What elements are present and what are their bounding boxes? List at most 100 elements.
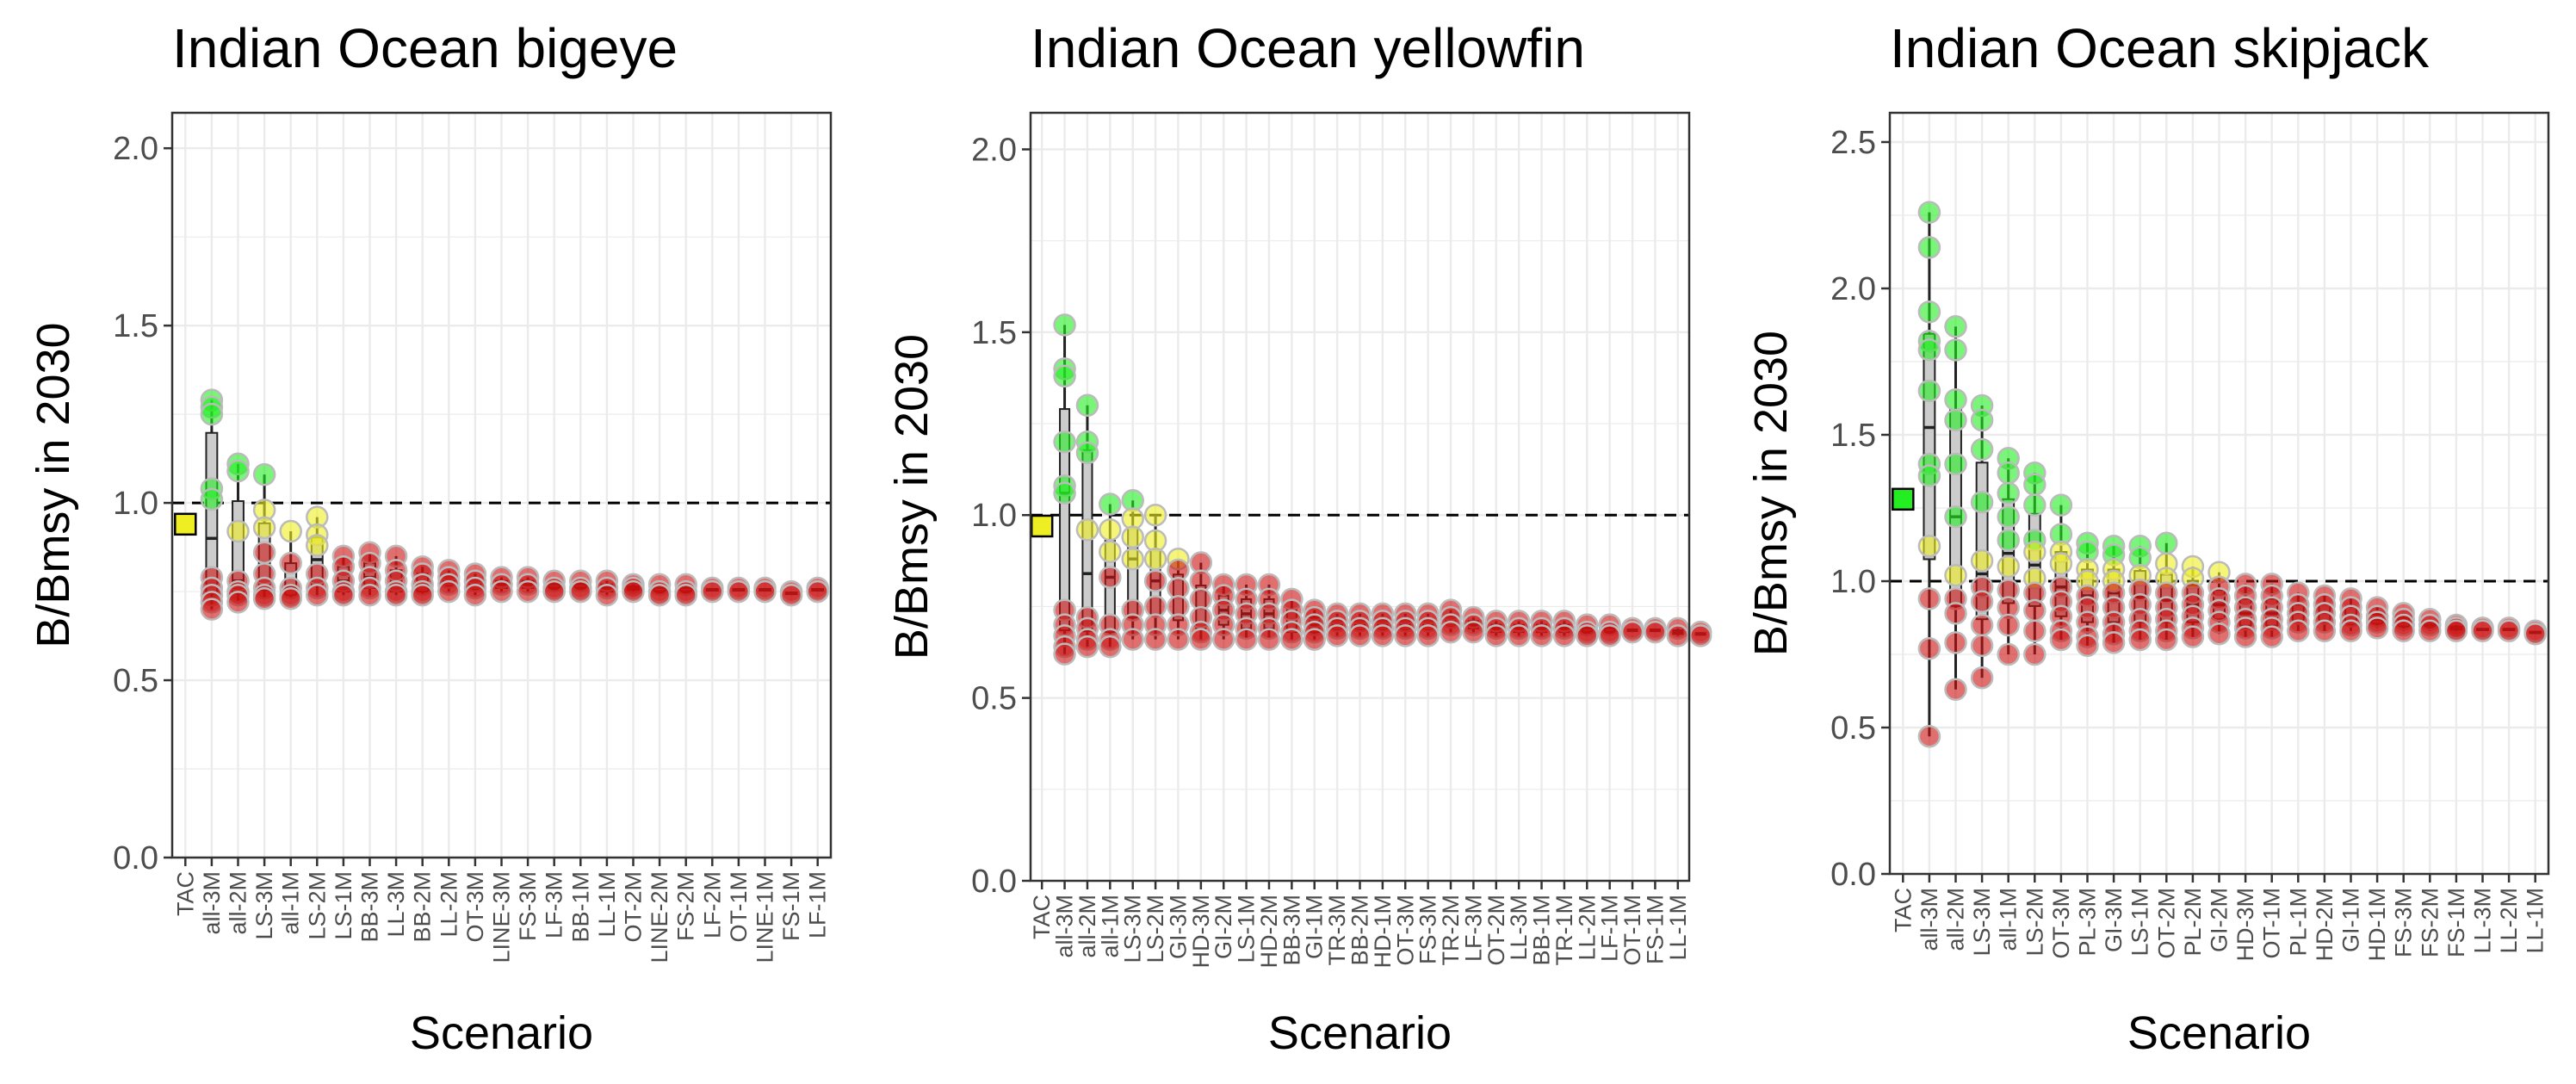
x-tick-label: FS-1M bbox=[1642, 895, 1668, 964]
data-point bbox=[1997, 529, 2020, 552]
x-tick-label: PL-1M bbox=[2285, 888, 2311, 957]
data-point bbox=[2471, 619, 2494, 643]
data-point bbox=[674, 583, 697, 607]
data-point bbox=[1121, 628, 1144, 651]
data-point bbox=[1348, 624, 1372, 647]
data-point bbox=[2023, 493, 2047, 517]
y-tick-label: 1.0 bbox=[113, 486, 158, 522]
y-tick-label: 2.5 bbox=[1830, 125, 1876, 161]
boxplot-undefined bbox=[1688, 620, 1712, 647]
boxplot-LS-3M bbox=[252, 462, 276, 610]
data-point bbox=[463, 583, 487, 607]
data-point bbox=[1099, 635, 1122, 659]
x-tick-label: PL-2M bbox=[2180, 888, 2206, 957]
x-tick-label: OT-2M bbox=[2153, 888, 2179, 959]
data-point bbox=[1944, 505, 1967, 529]
boxplot-LS-3M bbox=[1970, 393, 1994, 690]
x-tick-label: BB-3M bbox=[1279, 895, 1304, 966]
data-point bbox=[1053, 364, 1076, 388]
x-tick-label: LL-1M bbox=[1665, 895, 1691, 961]
data-point bbox=[279, 519, 302, 543]
x-tick-label: FS-2M bbox=[2417, 888, 2443, 957]
y-tick-label: 1.0 bbox=[971, 498, 1017, 534]
data-point bbox=[2049, 552, 2073, 575]
data-point bbox=[1280, 628, 1303, 651]
data-point bbox=[2076, 634, 2099, 658]
x-tick-label: OT-1M bbox=[1619, 895, 1645, 966]
boxplot-LL-2M bbox=[2497, 616, 2521, 643]
y-tick-label: 1.0 bbox=[1830, 564, 1876, 600]
data-point bbox=[1997, 554, 2020, 579]
boxplot-all-1M bbox=[1099, 492, 1122, 659]
boxplot-OT-3M bbox=[1394, 602, 1417, 647]
boxplot-LF-3M bbox=[1462, 605, 1485, 644]
boxplot-LF-1M bbox=[1598, 613, 1621, 647]
data-point bbox=[753, 579, 777, 604]
data-point bbox=[200, 487, 224, 511]
data-point bbox=[1970, 548, 1994, 573]
boxplot-LL-3M bbox=[1507, 610, 1531, 647]
x-tick-label: all-1M bbox=[1097, 895, 1123, 958]
boxplot-all-3M bbox=[1917, 201, 1941, 748]
x-tick-label: HD-2M bbox=[1256, 895, 1282, 969]
boxplot-PL-2M bbox=[2181, 554, 2205, 648]
data-point bbox=[1917, 534, 1941, 558]
data-point bbox=[569, 579, 592, 604]
x-tick-label: FS-3M bbox=[515, 871, 541, 941]
data-point bbox=[226, 591, 250, 614]
data-point bbox=[1997, 481, 2020, 505]
boxplot-LS-1M bbox=[2128, 534, 2152, 652]
x-tick-label: HD-1M bbox=[1370, 895, 1396, 969]
boxplot-OT-3M bbox=[2049, 493, 2073, 652]
data-point bbox=[1099, 492, 1122, 516]
data-point bbox=[2444, 619, 2468, 643]
x-tick-label: HD-2M bbox=[2312, 888, 2338, 962]
data-point bbox=[2128, 628, 2152, 652]
data-point bbox=[1917, 587, 1941, 610]
data-point bbox=[1099, 517, 1122, 542]
x-tick-label: all-3M bbox=[199, 871, 225, 935]
x-tick-label: LL-2M bbox=[1574, 895, 1600, 961]
chart-title: Indian Ocean yellowfin bbox=[1031, 17, 1585, 79]
x-tick-label: all-2M bbox=[1074, 895, 1100, 958]
boxplot-HD-3M bbox=[1189, 551, 1213, 651]
data-point bbox=[1121, 525, 1144, 548]
data-point bbox=[1257, 628, 1281, 651]
x-tick-label: GI-3M bbox=[2101, 888, 2127, 952]
data-point bbox=[1053, 481, 1076, 505]
data-point bbox=[252, 587, 276, 610]
data-point bbox=[1917, 300, 1941, 324]
data-point bbox=[1167, 628, 1190, 651]
data-point bbox=[1143, 547, 1167, 571]
x-tick-label: OT-2M bbox=[1483, 895, 1509, 966]
boxplot-LS-3M bbox=[1121, 488, 1144, 651]
tac-marker bbox=[174, 512, 197, 536]
x-tick-label: LF-3M bbox=[542, 871, 567, 938]
boxplot-all-2M bbox=[1944, 314, 1967, 702]
x-tick-label: OT-1M bbox=[726, 871, 752, 943]
x-tick-label: OT-1M bbox=[2259, 888, 2285, 959]
data-point bbox=[2155, 628, 2178, 652]
data-point bbox=[1075, 441, 1099, 465]
panel-1: 0.0 0.5 1.0 1.5 2.0 TAC all-3M all-2M LS-3M all-1… bbox=[28, 17, 833, 1059]
data-point bbox=[1394, 624, 1417, 647]
x-tick-label: TAC bbox=[172, 871, 198, 916]
data-point bbox=[1944, 678, 1967, 702]
x-tick-label: TAC bbox=[1029, 895, 1055, 939]
data-point bbox=[1099, 540, 1122, 563]
y-tick-label: 2.0 bbox=[971, 132, 1017, 168]
y-tick-label: 0.5 bbox=[1830, 710, 1876, 746]
boxplot-LS-1M bbox=[331, 544, 356, 607]
x-tick-label: LL-1M bbox=[594, 871, 620, 938]
data-point bbox=[2287, 619, 2310, 643]
data-point bbox=[1075, 635, 1099, 659]
data-point bbox=[2023, 540, 2047, 564]
data-point bbox=[2155, 531, 2178, 555]
data-point bbox=[306, 534, 329, 557]
data-point bbox=[1917, 379, 1941, 403]
boxplot-LF-2M bbox=[701, 576, 724, 604]
panel-2: 0.0 0.5 1.0 1.5 2.0 TACall-3Mall-2Mall-1MLS-3… bbox=[886, 17, 1712, 1059]
data-point bbox=[226, 519, 250, 543]
x-tick-label: LS-2M bbox=[2022, 888, 2047, 957]
tac-marker bbox=[1892, 487, 1915, 511]
